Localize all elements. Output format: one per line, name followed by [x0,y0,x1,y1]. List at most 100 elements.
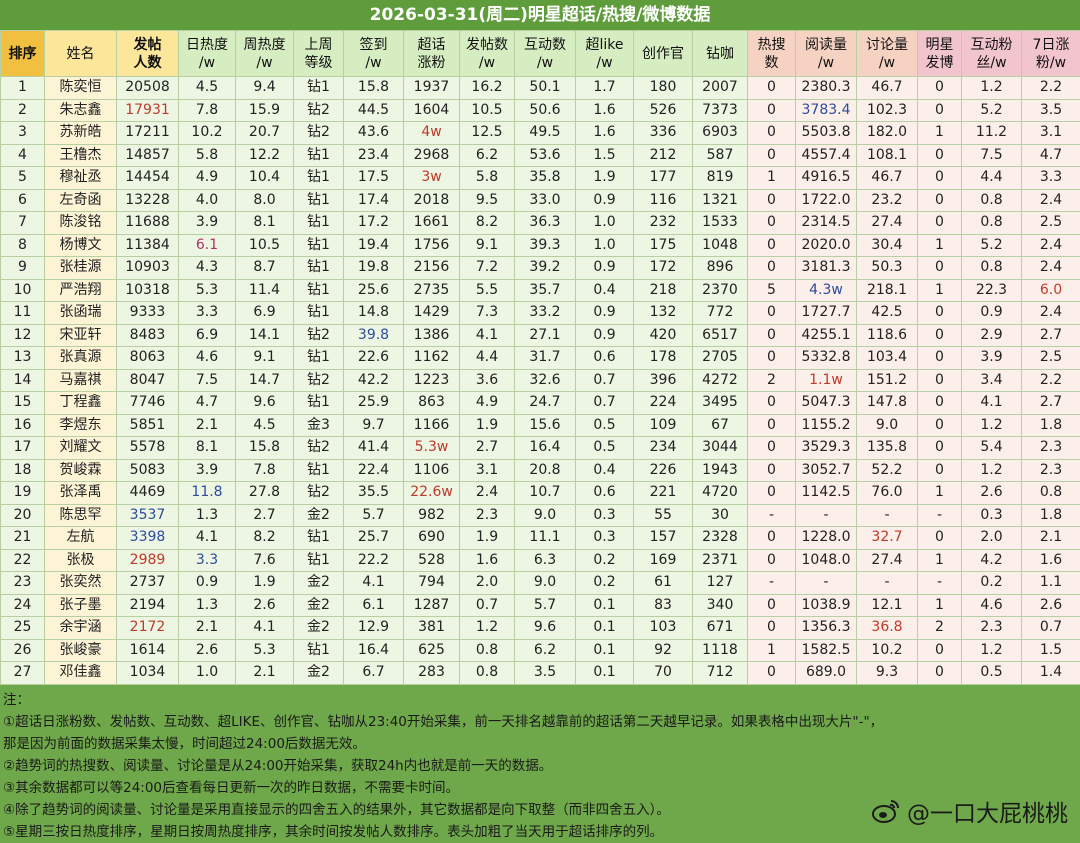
table-cell: 22.6w [404,482,460,505]
table-cell: 25.7 [344,527,404,550]
table-cell: 张桂源 [45,257,117,280]
table-cell: 0.9 [179,572,236,595]
table-cell: 1.6 [576,99,634,122]
table-cell: 1 [748,639,796,662]
table-cell: 1 [918,549,962,572]
table-cell: 0.3 [576,504,634,527]
table-cell: 16.4 [515,437,576,460]
table-cell: 2 [918,617,962,640]
table-cell: 1 [918,122,962,145]
table-cell: 0 [748,77,796,100]
header-line: /w [256,55,272,71]
table-cell: 11.8 [179,482,236,505]
table-cell: 1 [1,77,45,100]
table-cell: 2.5 [1022,347,1080,370]
table-cell: 2.7 [236,504,294,527]
table-cell: 896 [693,257,748,280]
table-cell: 33.2 [515,302,576,325]
table-cell: 22.2 [344,549,404,572]
table-cell: 178 [634,347,693,370]
table-cell: 张奕然 [45,572,117,595]
table-cell: 1.1 [1022,572,1080,595]
table-cell: 王橹杰 [45,144,117,167]
table-cell: 5578 [117,437,179,460]
table-cell: 3.9 [179,212,236,235]
table-cell: 5047.3 [796,392,857,415]
watermark-text: @一口大屁桃桃 [907,794,1068,828]
table-cell: 2.7 [1022,392,1080,415]
table-cell: 15.8 [344,77,404,100]
table-cell: 526 [634,99,693,122]
table-cell: - [857,572,918,595]
header-line: 超like [585,37,623,53]
table-cell: 819 [693,167,748,190]
table-cell: 7 [1,212,45,235]
table-cell: 李煜东 [45,414,117,437]
table-cell: 1.2 [962,77,1022,100]
table-cell: 3537 [117,504,179,527]
table-cell: 金2 [294,504,344,527]
header-line: 粉/w [1036,55,1066,71]
table-cell: 0.8 [962,189,1022,212]
table-cell: 3.5 [515,662,576,685]
table-cell: 182.0 [857,122,918,145]
table-cell: 9 [1,257,45,280]
table-cell: 3.9 [962,347,1022,370]
table-cell: 2018 [404,189,460,212]
table-cell: 22.4 [344,459,404,482]
table-cell: 丁程鑫 [45,392,117,415]
table-cell: 218.1 [857,279,918,302]
table-cell: 4.1 [236,617,294,640]
table-cell: - [748,504,796,527]
table-cell: 钻1 [294,212,344,235]
table-cell: 4.1 [962,392,1022,415]
table-cell: 0 [748,144,796,167]
table-cell: 0.5 [576,437,634,460]
table-cell: 39.8 [344,324,404,347]
table-cell: 2314.5 [796,212,857,235]
table-cell: 1.8 [1022,414,1080,437]
table-cell: 0 [748,594,796,617]
table-cell: 6517 [693,324,748,347]
table-cell: 3.9 [179,459,236,482]
table-cell: 18 [1,459,45,482]
table-cell: 6.2 [515,639,576,662]
table-cell: 9.1 [460,234,515,257]
table-cell: 46.7 [857,77,918,100]
table-cell: 2.7 [460,437,515,460]
table-cell: 钻1 [294,459,344,482]
table-cell: 10.2 [857,639,918,662]
table-cell: - [796,572,857,595]
table-cell: 0.2 [962,572,1022,595]
table-cell: 1166 [404,414,460,437]
table-cell: 7.8 [236,459,294,482]
table-cell: 102.3 [857,99,918,122]
table-cell: 12.5 [460,122,515,145]
table-cell: 2.9 [962,324,1022,347]
table-cell: 35.5 [344,482,404,505]
table-cell: 5.3w [404,437,460,460]
table-cell: 张子墨 [45,594,117,617]
table-cell: 1287 [404,594,460,617]
table-cell: 6.9 [236,302,294,325]
table-cell: 5.4 [962,437,1022,460]
table-cell: 7373 [693,99,748,122]
table-cell: 4.0 [179,189,236,212]
table-cell: 0.5 [962,662,1022,685]
table-cell: 1386 [404,324,460,347]
table-cell: 2737 [117,572,179,595]
table-cell: 1937 [404,77,460,100]
table-cell: 穆祉丞 [45,167,117,190]
table-cell: 0.7 [576,369,634,392]
header-line: 超话 [418,37,446,53]
table-cell: 2.6 [1022,594,1080,617]
table-cell: 108.1 [857,144,918,167]
table-cell: 10.7 [515,482,576,505]
table-cell: 1 [918,482,962,505]
table-cell: 11384 [117,234,179,257]
table-cell: 1.0 [179,662,236,685]
